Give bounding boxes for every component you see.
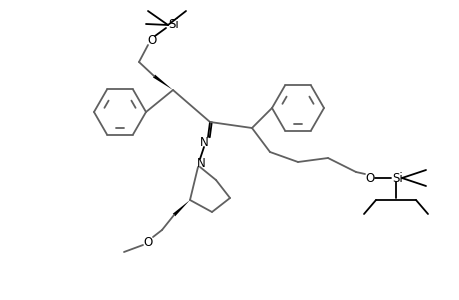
Polygon shape [173,200,190,216]
Text: N: N [199,136,208,148]
Text: O: O [147,34,156,46]
Text: O: O [143,236,152,248]
Text: O: O [364,172,374,184]
Text: Si: Si [168,17,179,31]
Text: Si: Si [392,172,403,184]
Polygon shape [153,75,173,90]
Text: N: N [196,157,205,169]
